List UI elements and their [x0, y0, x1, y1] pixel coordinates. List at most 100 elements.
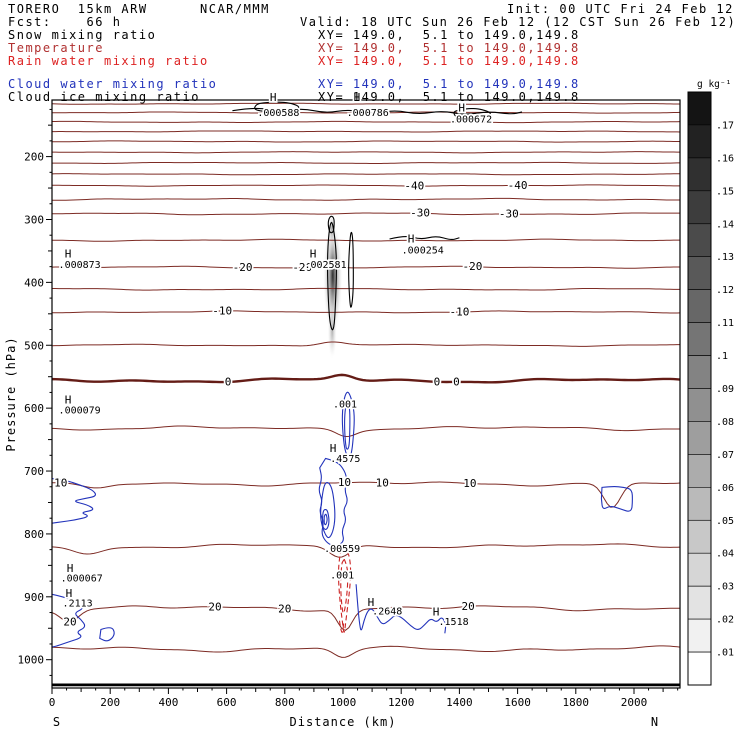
colorbar-segment — [687, 355, 712, 389]
field-snow-range: XY= 149.0, 5.1 to 149.0,149.8 — [318, 28, 580, 42]
h-marker-value: .000873 — [59, 260, 101, 271]
section-start-label: S — [53, 715, 61, 729]
field-cloudice-label: Cloud ice mixing ratio — [8, 90, 200, 104]
ice-snow-contour — [326, 221, 337, 331]
snow-shading-blob — [328, 235, 338, 314]
h-marker: H — [66, 587, 73, 600]
colorbar-segment — [687, 223, 712, 258]
y-tick-label: 500 — [24, 339, 44, 352]
ice-snow-contour — [254, 101, 300, 113]
x-tick-label: 1200 — [388, 696, 415, 709]
colorbar-segment — [687, 289, 712, 323]
temperature-contour--55 — [52, 151, 680, 154]
colorbar-tick-label: .17 — [716, 120, 734, 131]
forecast-hour: Fcst: 66 h — [8, 15, 122, 29]
x-axis-title: Distance (km) — [290, 715, 397, 729]
temperature-contour-label: -10 — [212, 304, 232, 317]
cloud-water-contour — [52, 478, 96, 524]
h-marker-value: .000254 — [402, 245, 444, 256]
temperature-contour-label: 20 — [278, 603, 291, 616]
temperature-contour--65 — [52, 130, 680, 133]
colorbar-tick-label: .15 — [716, 186, 734, 197]
temperature-contour--10 — [52, 310, 680, 314]
temperature-contours — [52, 102, 680, 658]
colorbar-segment — [687, 651, 712, 686]
x-tick-label: 400 — [158, 696, 178, 709]
temperature-contour-25 — [52, 645, 680, 658]
temperature-contour-label: 0 — [434, 375, 441, 388]
colorbar-border — [687, 91, 712, 686]
model-title: TORERO 15km ARW — [8, 2, 148, 16]
y-tick-label: 400 — [24, 276, 44, 289]
plot-border — [51, 99, 681, 689]
temperature-contour-label: 10 — [338, 476, 351, 489]
h-marker: H — [354, 91, 361, 104]
x-tick-label: 1600 — [504, 696, 531, 709]
cloud-water-contour — [344, 401, 351, 450]
y-tick-label: 800 — [24, 528, 44, 541]
h-marker-value: .2648 — [372, 606, 402, 617]
cloud-water-contour — [52, 593, 86, 648]
contour-value-label: .001 — [330, 570, 354, 581]
field-rain-label: Rain water mixing ratio — [8, 54, 209, 68]
temperature-contour-0 — [52, 373, 680, 384]
rain-water-contour — [338, 620, 345, 633]
cloud-water-contour — [355, 584, 447, 634]
x-tick-label: 1800 — [563, 696, 590, 709]
colorbar: .17 .16 .15 .14 .13 .12 .11 .1 .09 .08 .07 .06 .05 .0… — [687, 91, 734, 686]
x-tick-label: 1000 — [330, 696, 357, 709]
temperature-contour-label: -40 — [508, 179, 528, 192]
temperature-contour-label: -20 — [463, 260, 483, 273]
rain-water-contour — [340, 557, 349, 614]
axes-layer: 0 200 400 600 800 1000 1200 1400 1600 1800 2000200… — [18, 99, 681, 709]
y-axis-title: Pressure (hPa) — [4, 336, 18, 451]
cloud-water-contour — [341, 391, 355, 458]
colorbar-tick-label: .02 — [716, 615, 734, 626]
cloud-water-contours — [52, 391, 633, 648]
ice-snow-contour — [453, 107, 491, 120]
colorbar-tick-label: .13 — [716, 252, 734, 263]
snow-shading-layer — [322, 212, 343, 360]
colorbar-segment — [687, 157, 712, 192]
colorbar-segment — [687, 190, 712, 225]
colorbar-tick-label: .07 — [716, 450, 734, 461]
colorbar-segment — [687, 585, 712, 620]
temperature-contour-label: 20 — [462, 600, 475, 613]
colorbar-segment — [687, 486, 712, 521]
rain-water-contours — [337, 544, 352, 633]
colorbar-tick-label: .03 — [716, 582, 734, 593]
ice-snow-contour — [389, 236, 460, 240]
temperature-contour-label: 10 — [376, 476, 389, 489]
temperature-contour-label: -20 — [233, 261, 253, 274]
y-tick-label: 300 — [24, 213, 44, 226]
temperature-contour--15 — [52, 287, 680, 291]
cloud-water-contour — [323, 513, 328, 526]
colorbar-tick-label: .12 — [716, 285, 734, 296]
temperature-contour--60 — [52, 140, 680, 143]
h-marker-value: .000786 — [347, 108, 389, 119]
y-tick-label: 1000 — [18, 654, 45, 667]
temperature-contour-label: -20 — [292, 261, 312, 274]
colorbar-tick-label: .01 — [716, 648, 734, 659]
colorbar-segment — [687, 124, 712, 159]
temperature-contour--35 — [52, 197, 680, 201]
temperature-contour-10 — [52, 481, 680, 508]
temperature-contour--50 — [52, 161, 680, 164]
field-snow-label: Snow mixing ratio — [8, 28, 157, 42]
temperature-contour--45 — [52, 173, 680, 176]
field-rain-range: XY= 149.0, 5.1 to 149.0,149.8 — [318, 54, 580, 68]
h-marker-value: .002581 — [304, 260, 346, 271]
field-cloudice-range: XY= 149.0, 5.1 to 149.0,149.8 — [318, 90, 580, 104]
cloud-water-contour — [600, 486, 633, 512]
temperature-contour-label: 0 — [225, 375, 232, 388]
h-marker: H — [408, 232, 415, 245]
temperature-contour-5 — [52, 425, 680, 438]
colorbar-tick-label: .1 — [716, 351, 728, 362]
colorbar-segment — [687, 454, 712, 488]
cloud-water-contour — [318, 457, 348, 547]
ice-snow-contours — [232, 101, 523, 331]
h-marker: H — [65, 393, 72, 406]
temperature-contour-20 — [52, 605, 680, 632]
colorbar-segment — [687, 552, 712, 587]
